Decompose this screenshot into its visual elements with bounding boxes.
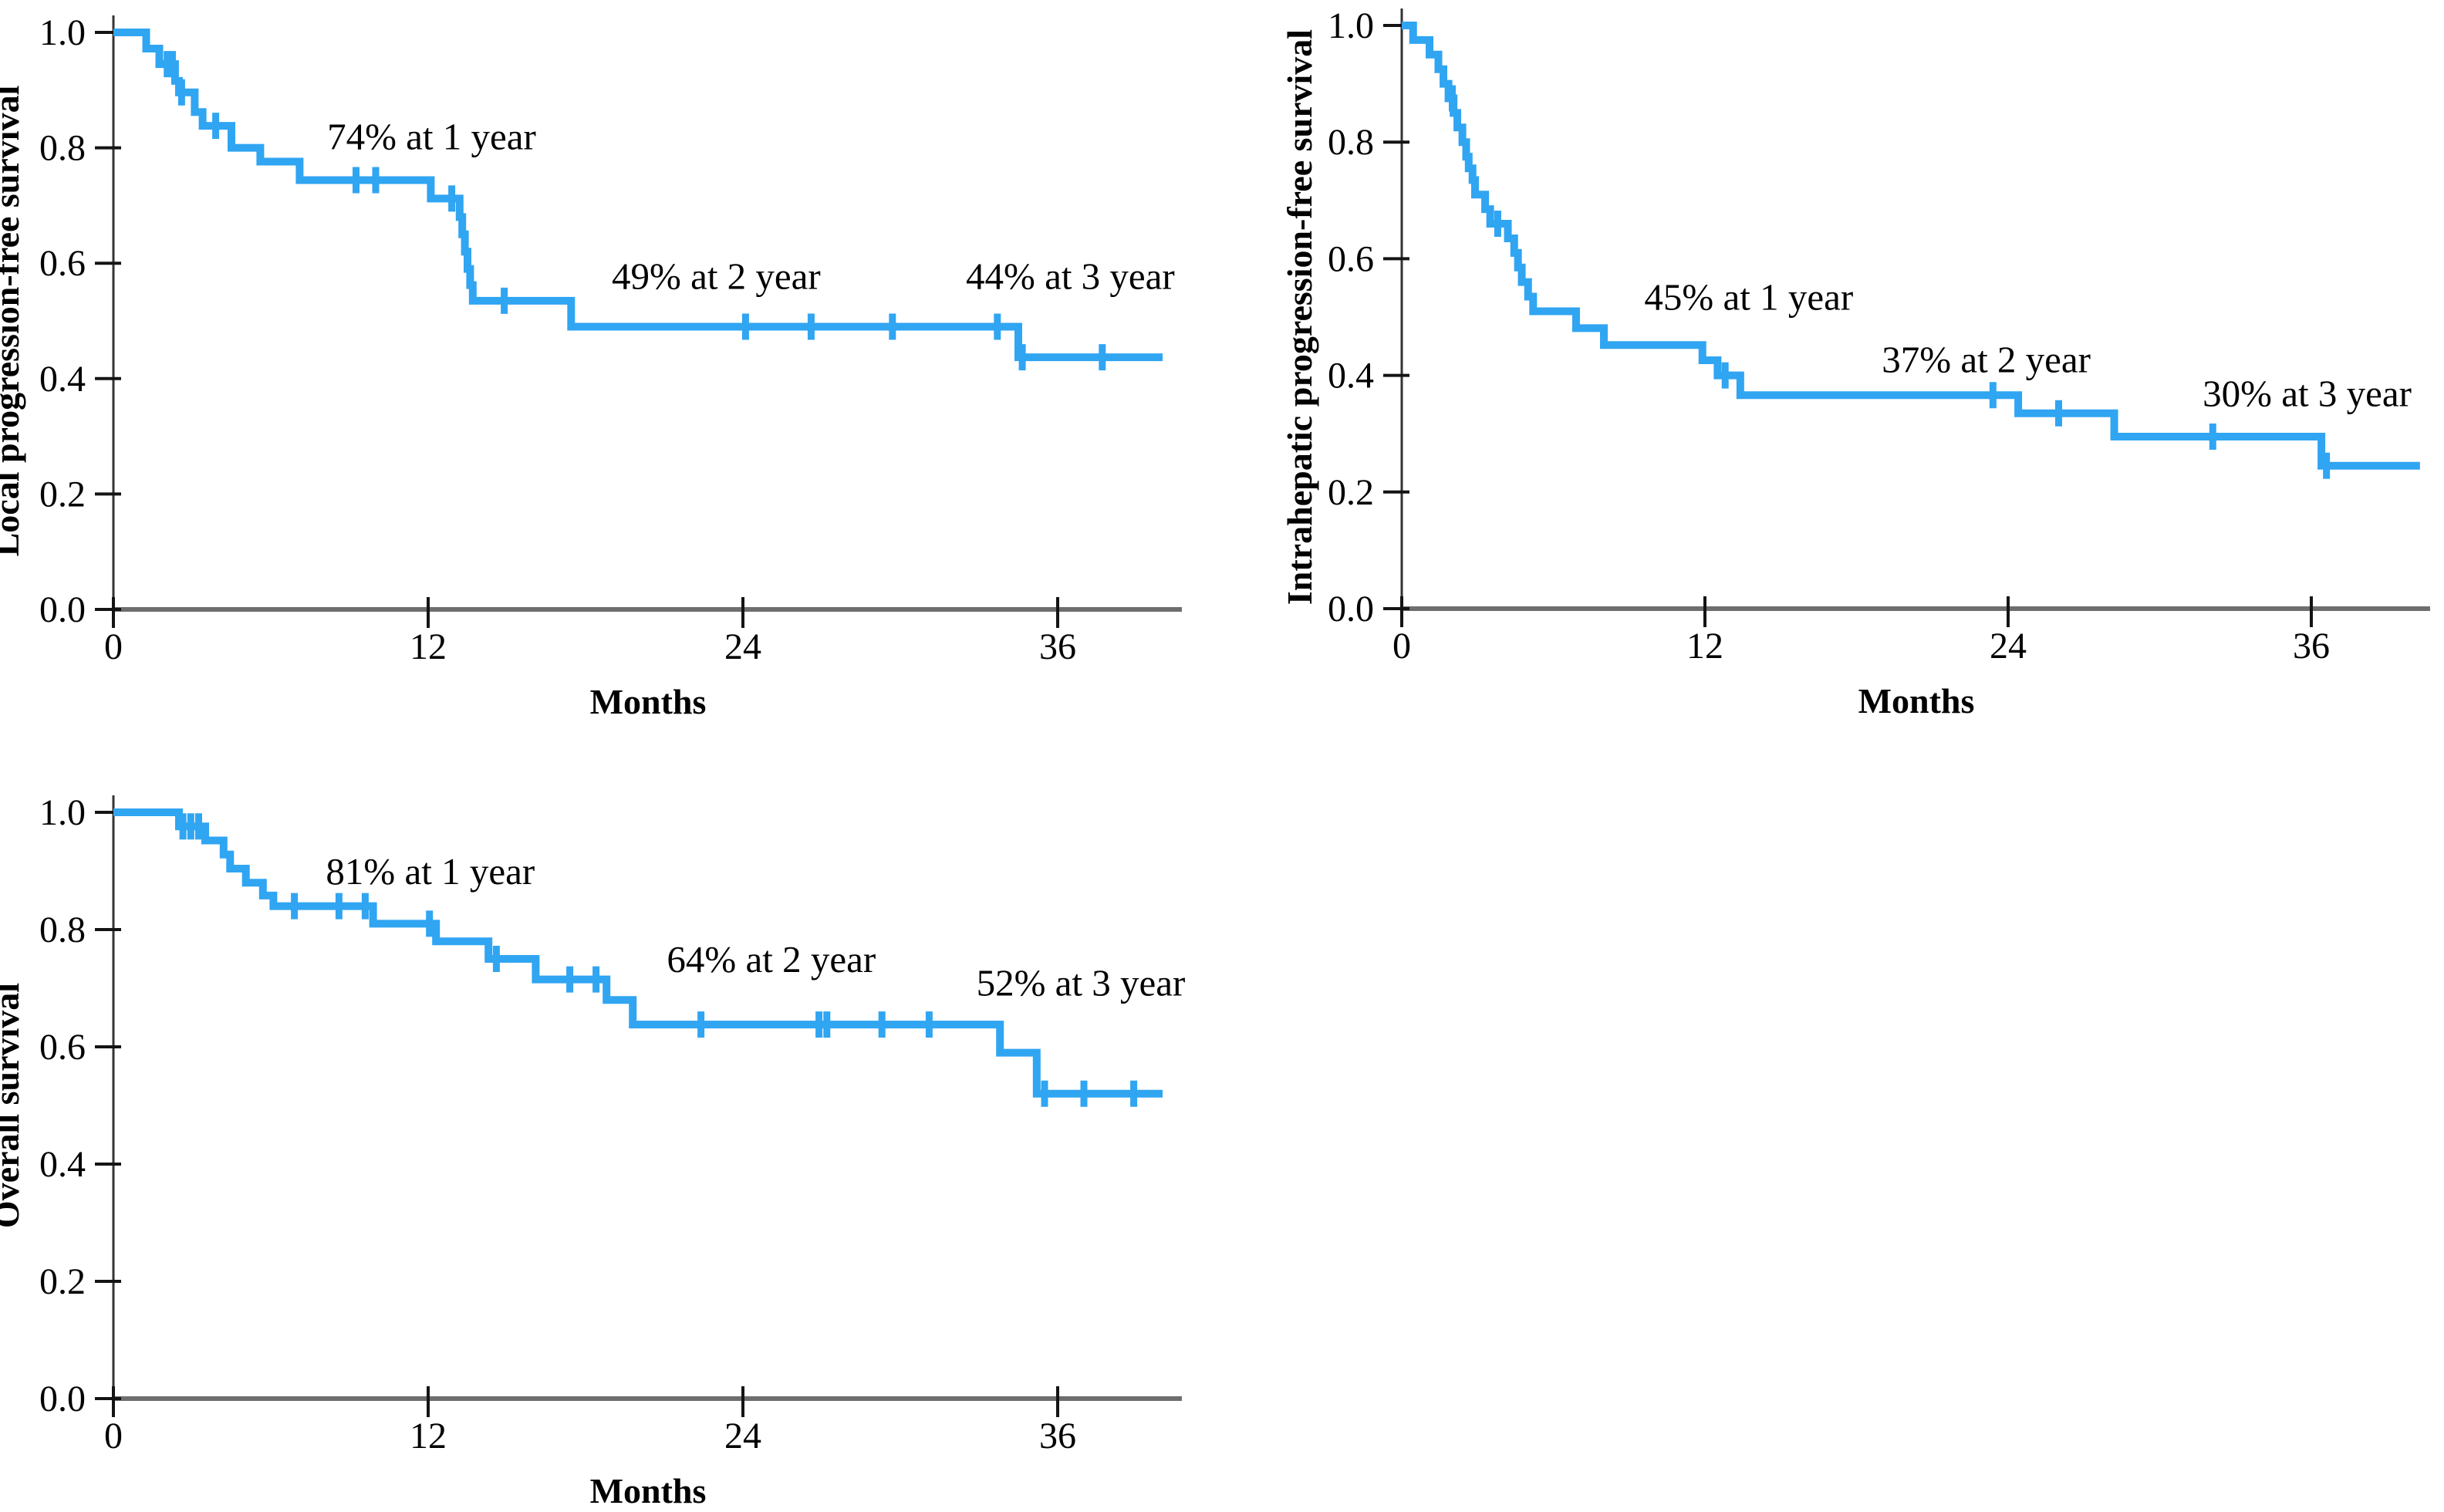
chart-2: 0.0 0.2 0.4 0.6 0.8 1.0 0 12 24 36 45% at 1 year 37…	[1328, 5, 2430, 667]
x-tick-label: 24	[1990, 626, 2027, 667]
y-tick-label: 0.8	[1328, 122, 1374, 163]
chart-3: 0.0 0.2 0.4 0.6 0.8 1.0 0 12 24 36 81% at 1 year 64…	[39, 792, 1185, 1456]
y-tick-label: 0.8	[39, 910, 86, 950]
y-axis-title-intrahepatic-pfs: Intrahepatic progression-free survival	[1280, 29, 1319, 605]
y-tick-label: 0.0	[1328, 589, 1374, 629]
x-tick-label: 0	[104, 626, 123, 667]
x-tick-label: 24	[724, 626, 761, 667]
survival-curve	[113, 808, 1163, 1098]
y-tick-label: 0.6	[1328, 238, 1374, 279]
x-axis-title-months-chart1: Months	[590, 682, 707, 721]
x-tick-label: 36	[2293, 626, 2330, 667]
x-tick-label: 12	[410, 626, 447, 667]
y-tick-label: 0.6	[39, 1027, 86, 1068]
survival-rate-annotation: 64% at 2 year	[667, 938, 876, 980]
survival-rate-annotation: 74% at 1 year	[327, 116, 536, 158]
survival-rate-annotation: 44% at 3 year	[966, 255, 1175, 298]
survival-rate-annotation: 49% at 2 year	[612, 255, 821, 298]
y-tick-label: 1.0	[39, 12, 86, 53]
x-tick-label: 0	[1392, 626, 1411, 667]
generated-chart-content: 0.0 0.2 0.4 0.6 0.8 1.0 0 12 24 36 74% at 1 year 49…	[39, 5, 2430, 1456]
survival-rate-annotation: 37% at 2 year	[1882, 338, 2091, 380]
x-tick-label: 36	[1039, 626, 1076, 667]
chart-1: 0.0 0.2 0.4 0.6 0.8 1.0 0 12 24 36 74% at 1 year 49…	[39, 12, 1182, 667]
y-tick-label: 0.8	[39, 128, 86, 169]
y-tick-label: 0.0	[39, 1379, 86, 1419]
y-tick-label: 1.0	[1328, 5, 1374, 46]
y-tick-label: 0.4	[1328, 356, 1374, 397]
x-tick-label: 12	[410, 1416, 447, 1456]
survival-rate-annotation: 45% at 1 year	[1644, 276, 1853, 319]
x-axis-title-months-chart2: Months	[1858, 681, 1975, 721]
y-axis-title-local-pfs: Local progression-free survival	[0, 86, 26, 557]
y-tick-label: 0.0	[39, 589, 86, 630]
x-tick-label: 0	[104, 1416, 123, 1456]
y-tick-label: 0.4	[39, 359, 86, 400]
survival-rate-annotation: 30% at 3 year	[2203, 372, 2412, 414]
y-tick-label: 0.2	[39, 474, 86, 515]
y-axis-title-overall-survival: Overall survival	[0, 983, 26, 1228]
y-tick-label: 1.0	[39, 792, 86, 833]
y-tick-label: 0.2	[39, 1261, 86, 1302]
survival-rate-annotation: 52% at 3 year	[977, 961, 1186, 1004]
x-axis-title-months-chart3: Months	[590, 1471, 707, 1510]
x-tick-label: 12	[1686, 626, 1723, 667]
survival-rate-annotation: 81% at 1 year	[326, 850, 535, 893]
x-tick-label: 36	[1039, 1416, 1076, 1456]
y-tick-label: 0.4	[39, 1144, 86, 1185]
y-tick-label: 0.6	[39, 243, 86, 284]
x-tick-label: 24	[724, 1416, 761, 1456]
survival-curve	[113, 29, 1163, 362]
y-tick-label: 0.2	[1328, 472, 1374, 513]
